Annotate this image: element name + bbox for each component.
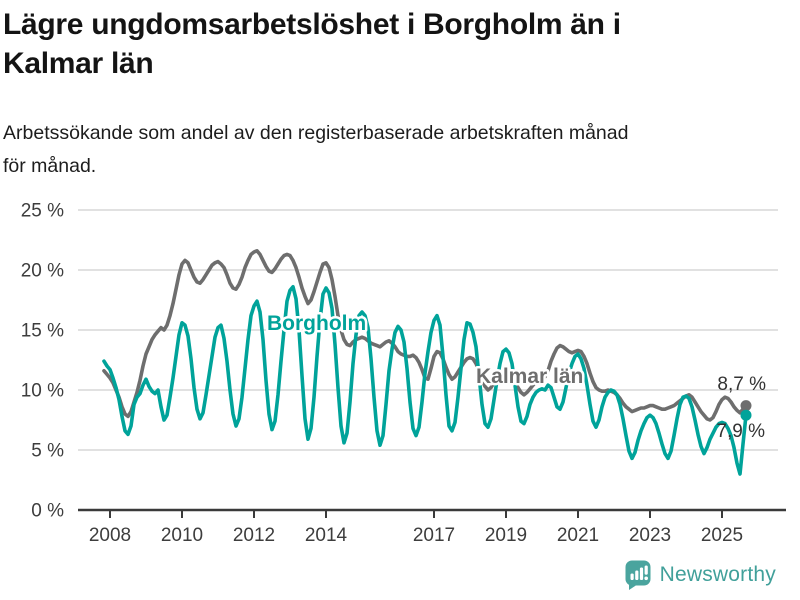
y-axis-tick-label: 10 % bbox=[21, 381, 64, 402]
x-axis-tick-label: 2021 bbox=[557, 525, 599, 546]
series-label: Kalmar län bbox=[476, 365, 583, 388]
y-axis-tick-label: 25 % bbox=[21, 201, 64, 222]
x-axis-tick-label: 2017 bbox=[413, 525, 455, 546]
y-axis-tick-label: 20 % bbox=[21, 261, 64, 282]
x-axis-tick-label: 2012 bbox=[233, 525, 275, 546]
x-axis-tick-label: 2010 bbox=[161, 525, 203, 546]
x-axis-tick-label: 2025 bbox=[701, 525, 743, 546]
x-axis-tick-label: 2019 bbox=[485, 525, 527, 546]
y-axis-tick-label: 15 % bbox=[21, 321, 64, 342]
x-axis-tick-label: 2023 bbox=[629, 525, 671, 546]
x-axis-tick-label: 2008 bbox=[89, 525, 131, 546]
newsworthy-logo-icon bbox=[625, 560, 651, 590]
series-end-dot bbox=[740, 400, 752, 412]
chart-subtitle: Arbetssökande som andel av den registerb… bbox=[3, 122, 629, 177]
series-label: Borgholm bbox=[267, 312, 366, 335]
series-line-kalmar-län bbox=[102, 249, 748, 422]
y-axis-tick-label: 5 % bbox=[31, 441, 64, 462]
series-line-borgholm bbox=[102, 285, 748, 476]
chart-title: Lägre ungdomsarbetslöshet i Borgholm än … bbox=[3, 8, 621, 80]
end-value-label: 8,7 % bbox=[717, 374, 766, 395]
x-axis-tick-label: 2014 bbox=[305, 525, 348, 546]
y-axis-tick-label: 0 % bbox=[31, 501, 64, 522]
series-end-dot bbox=[740, 409, 752, 421]
newsworthy-logo: Newsworthy bbox=[624, 559, 776, 591]
end-value-label: 7,9 % bbox=[716, 421, 765, 442]
newsworthy-logo-text: Newsworthy bbox=[659, 563, 776, 586]
